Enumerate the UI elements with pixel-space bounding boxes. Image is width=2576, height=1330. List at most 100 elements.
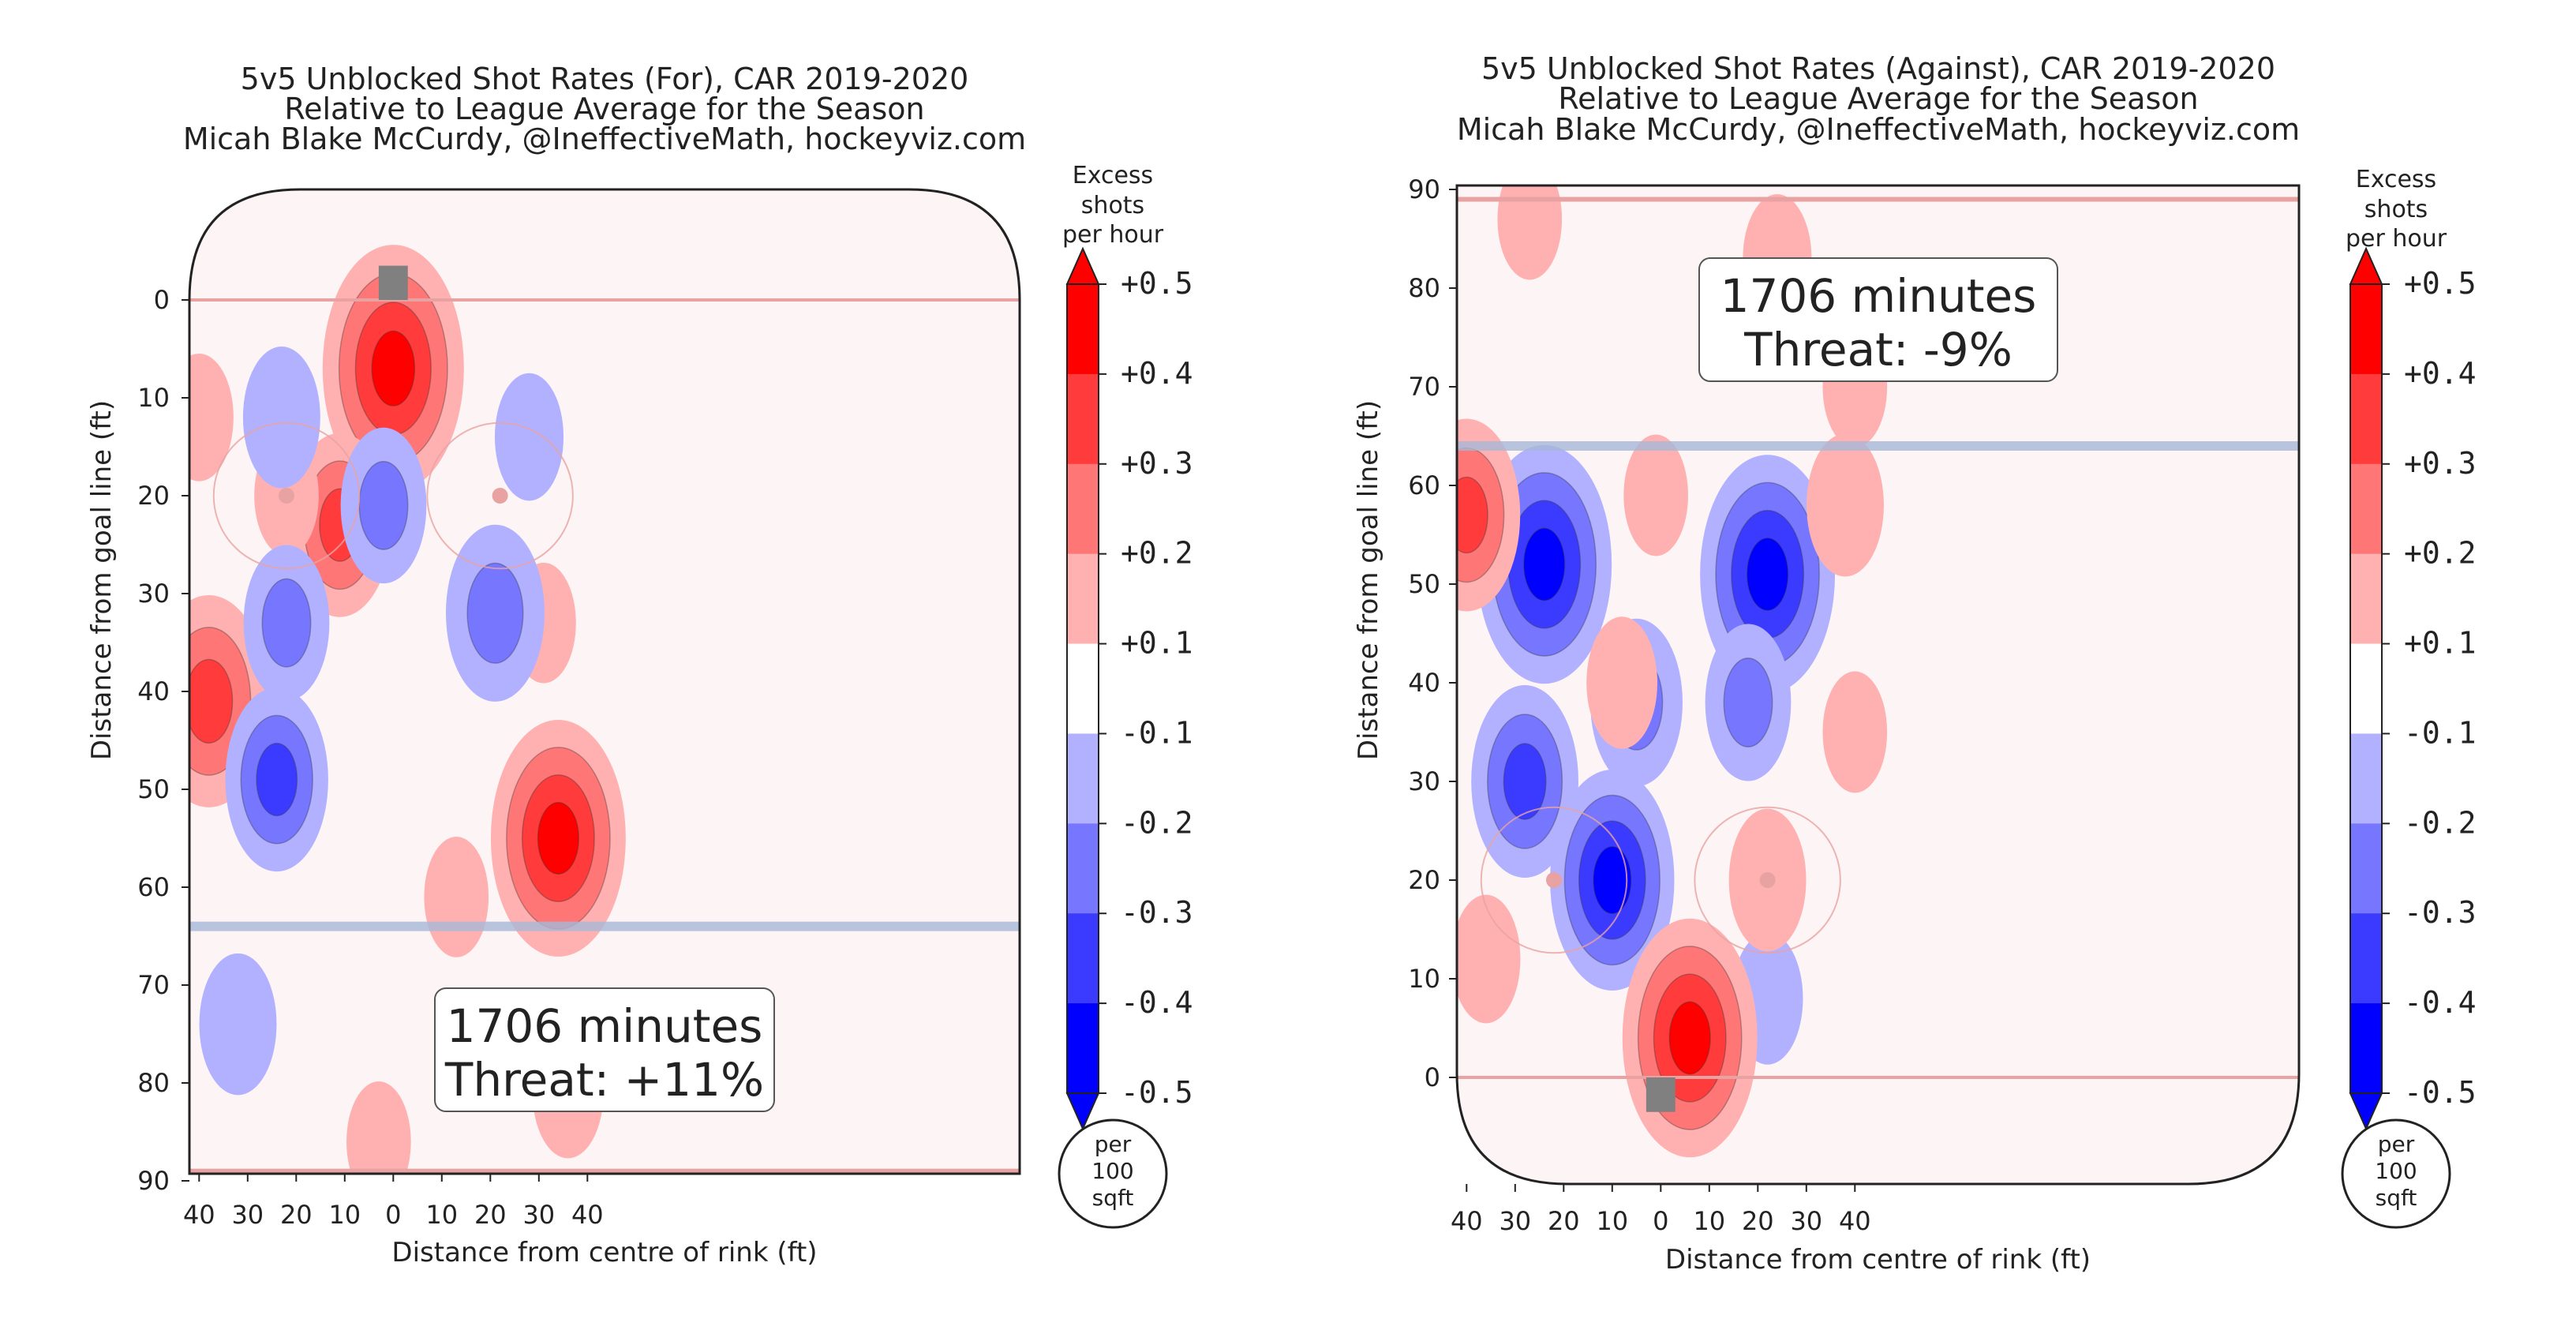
x-tick-label: 30 <box>522 1200 555 1230</box>
colorbar-title-line-3: per hour <box>2346 225 2447 253</box>
heatmap-layer <box>189 189 1020 1174</box>
colorbar-label: +0.4 <box>1121 356 1193 391</box>
colorbar-label: -0.1 <box>2404 715 2477 750</box>
y-tick-label: 0 <box>154 285 170 315</box>
heat-blob-1 <box>371 330 416 406</box>
y-tick-label: 80 <box>1408 273 1440 303</box>
colorbar-segment <box>2350 1003 2382 1094</box>
unit-circle <box>2341 1118 2451 1229</box>
chart-panel-1: 40 30 20 10 0 10 20 30 400102030405060708090Dist… <box>86 62 1193 1268</box>
colorbar: +0.5 +0.4 +0.3 +0.2 +0.1 -0.1 -0.2 -0.3 -0.4 -0.5… <box>1058 162 1193 1229</box>
heat-blob-5 <box>189 353 234 481</box>
colorbar-segment <box>2350 284 2382 375</box>
y-tick-label: 90 <box>137 1166 170 1196</box>
faceoff-dot <box>492 488 508 504</box>
heat-blob-12 <box>256 742 298 817</box>
colorbar-frame <box>1066 283 1099 1094</box>
colorbar-label: -0.5 <box>1121 1075 1193 1110</box>
y-axis-label: Distance from goal line (ft) <box>1353 400 1384 760</box>
unit-label-line-2: 100 <box>1091 1158 1133 1184</box>
faceoff-dot <box>1546 872 1562 888</box>
colorbar-label: +0.5 <box>2404 266 2477 301</box>
colorbar-segment <box>1067 553 1099 645</box>
chart-title-line-2: Relative to League Average for the Seaso… <box>284 92 924 126</box>
chart-title-line-3: Micah Blake McCurdy, @IneffectiveMath, h… <box>183 122 1026 156</box>
x-tick-label: 40 <box>183 1200 215 1230</box>
heat-blob-4 <box>1503 743 1547 820</box>
colorbar-segment <box>2350 823 2382 914</box>
x-tick-label: 20 <box>1548 1206 1580 1236</box>
y-tick-label: 20 <box>137 481 170 511</box>
colorbar-top-arrow <box>2349 246 2383 285</box>
colorbar-segment <box>1067 373 1099 465</box>
y-tick-label: 40 <box>1408 668 1440 698</box>
colorbar-title-line-3: per hour <box>1062 221 1164 249</box>
colorbar-segment <box>2350 733 2382 824</box>
rink-boards <box>1455 184 2301 1186</box>
unit-label-line-1: per <box>1095 1131 1132 1157</box>
y-tick-label: 20 <box>1408 865 1440 895</box>
annotation-box <box>434 987 775 1112</box>
colorbar-label: -0.5 <box>2404 1075 2477 1110</box>
goal-net <box>1646 1077 1676 1112</box>
heat-blob-3 <box>189 658 234 744</box>
colorbar-label: +0.1 <box>2404 626 2477 661</box>
x-tick-label: 20 <box>280 1200 313 1230</box>
annotation-minutes: 1706 minutes <box>447 999 763 1053</box>
x-tick-label: 10 <box>328 1200 361 1230</box>
x-tick-label: 40 <box>1451 1206 1483 1236</box>
x-tick-label: 40 <box>1839 1206 1871 1236</box>
unit-circle <box>1058 1118 1168 1229</box>
colorbar-label: -0.2 <box>1121 805 1193 840</box>
faceoff-circle <box>1694 806 1841 954</box>
heat-blob-6 <box>1723 658 1773 747</box>
annotation-threat: Threat: -9% <box>1743 323 2012 377</box>
colorbar-segment <box>2350 463 2382 555</box>
colorbar-label: +0.2 <box>1121 536 1193 571</box>
colorbar-segment <box>1067 463 1099 555</box>
colorbar-segment <box>2350 553 2382 645</box>
colorbar-segment <box>2350 643 2382 734</box>
colorbar-label: +0.1 <box>1121 626 1193 661</box>
colorbar-label: -0.4 <box>1121 985 1193 1020</box>
x-axis-label: Distance from centre of rink (ft) <box>1665 1244 2091 1276</box>
colorbar-segment <box>1067 733 1099 824</box>
colorbar-segment <box>1067 823 1099 914</box>
colorbar-title-line-2: shots <box>1081 192 1144 219</box>
x-tick-label: 20 <box>474 1200 507 1230</box>
annotation-box <box>1698 257 2058 382</box>
heat-blob-3 <box>1593 845 1632 915</box>
colorbar-label: +0.5 <box>1121 266 1193 301</box>
faceoff-circle <box>426 421 574 570</box>
colorbar-label: +0.2 <box>2404 536 2477 571</box>
x-tick-label: 0 <box>1653 1206 1668 1236</box>
unit-label-line-1: per <box>2378 1131 2415 1157</box>
annotation-minutes: 1706 minutes <box>1720 269 2037 323</box>
colorbar-segment <box>1067 913 1099 1004</box>
x-axis-label: Distance from centre of rink (ft) <box>391 1237 817 1268</box>
y-tick-label: 50 <box>137 774 170 804</box>
y-axis-label: Distance from goal line (ft) <box>86 400 118 760</box>
faceoff-circle <box>212 421 361 570</box>
y-tick-label: 60 <box>137 872 170 902</box>
y-tick-label: 0 <box>1425 1062 1440 1092</box>
colorbar-segment <box>1067 1003 1099 1094</box>
colorbar-label: -0.4 <box>2404 985 2477 1020</box>
unit-label-line-3: sqft <box>1092 1185 1134 1211</box>
colorbar-segment <box>1067 643 1099 734</box>
x-tick-label: 10 <box>1693 1206 1725 1236</box>
unit-label-line-3: sqft <box>2376 1185 2417 1211</box>
x-tick-label: 10 <box>1596 1206 1628 1236</box>
colorbar-label: -0.3 <box>1121 895 1193 930</box>
unit-label-line-2: 100 <box>2375 1158 2417 1184</box>
y-tick-label: 70 <box>137 970 170 1000</box>
y-tick-label: 40 <box>137 676 170 706</box>
heat-blob-1 <box>1523 527 1566 601</box>
annotation-threat: Threat: +11% <box>444 1053 764 1107</box>
y-tick-label: 10 <box>1408 964 1440 994</box>
y-tick-label: 50 <box>1408 569 1440 599</box>
faceoff-dot <box>1759 872 1776 888</box>
heat-blob-9 <box>1457 476 1488 554</box>
y-tick-label: 30 <box>137 579 170 609</box>
heat-blob-13 <box>1457 894 1521 1024</box>
